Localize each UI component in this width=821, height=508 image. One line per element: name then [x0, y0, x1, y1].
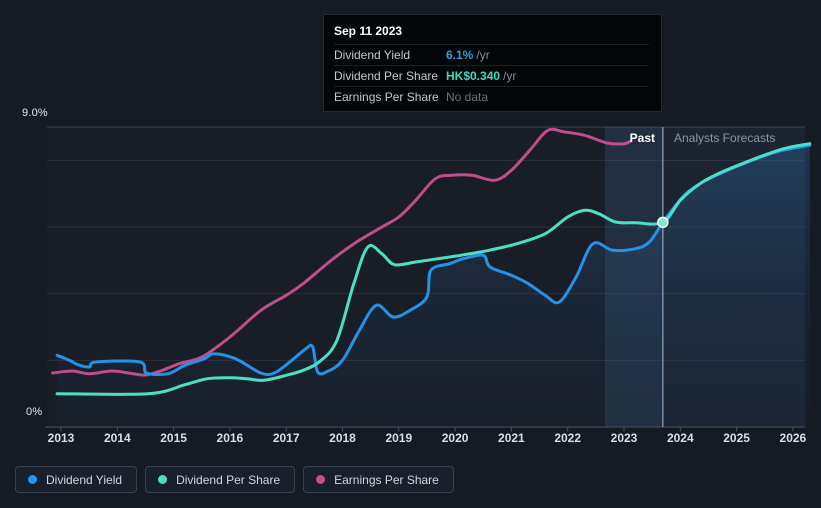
- tooltip-row-unit: /yr: [503, 69, 517, 83]
- x-axis-label: 2024: [666, 431, 694, 445]
- tooltip-row-label: Dividend Yield: [334, 48, 411, 62]
- hover-marker-dot[interactable]: [657, 216, 669, 229]
- dividend-yield-area-fill: [57, 145, 810, 428]
- past-section-label: Past: [629, 131, 655, 145]
- x-axis-label: 2013: [47, 431, 75, 445]
- x-axis-label: 2018: [329, 431, 356, 445]
- chart-tooltip: Sep 11 2023 Dividend Yield 6.1%/yr Dividen…: [323, 14, 662, 112]
- chart-legend: Dividend Yield Dividend Per Share Earnings…: [15, 466, 454, 493]
- dividend-yield-line: [55, 143, 812, 377]
- tooltip-row-label: Earnings Per Share: [334, 90, 439, 104]
- x-axis-label: 2015: [160, 431, 187, 445]
- tooltip-row-unit: /yr: [476, 48, 490, 62]
- legend-label: Earnings Per Share: [334, 472, 439, 487]
- legend-item-dividend-yield[interactable]: Dividend Yield: [15, 466, 138, 493]
- y-axis-min-label: 0%: [26, 406, 43, 418]
- tooltip-row-label: Dividend Per Share: [334, 69, 439, 83]
- x-axis-label: 2016: [216, 431, 244, 445]
- legend-label: Dividend Yield: [46, 472, 123, 487]
- legend-item-earnings-per-share[interactable]: Earnings Per Share: [303, 466, 454, 493]
- legend-item-dividend-per-share[interactable]: Dividend Per Share: [145, 466, 296, 493]
- tooltip-row-value: HK$0.340: [446, 69, 501, 83]
- x-axis-label: 2019: [385, 431, 413, 445]
- earnings-per-share-line: [51, 127, 633, 377]
- x-axis-label: 2021: [498, 431, 525, 445]
- tooltip-row-value: No data: [446, 90, 489, 104]
- legend-label: Dividend Per Share: [176, 472, 281, 487]
- x-axis-label: 2022: [554, 431, 582, 445]
- legend-color-dot: [158, 475, 168, 484]
- x-axis-label: 2014: [103, 431, 131, 445]
- legend-color-dot: [28, 475, 37, 484]
- x-axis-label: 2023: [610, 431, 638, 445]
- analysts-forecasts-section-label: Analysts Forecasts: [674, 131, 776, 145]
- tooltip-row: Earnings Per Share No data: [334, 86, 649, 107]
- legend-color-dot: [316, 475, 326, 484]
- dividend-per-share-line: [55, 142, 812, 396]
- tooltip-rows: Dividend Yield 6.1%/yr Dividend Per Share H…: [334, 44, 649, 107]
- tooltip-row: Dividend Per Share HK$0.340/yr: [334, 65, 649, 86]
- x-axis-label: 2025: [723, 431, 750, 445]
- y-axis-max-label: 9.0%: [22, 107, 48, 119]
- tooltip-row: Dividend Yield 6.1%/yr: [334, 44, 649, 65]
- tooltip-row-value: 6.1%: [446, 48, 474, 62]
- tooltip-date: Sep 11 2023: [334, 24, 403, 38]
- x-axis-label: 2020: [441, 431, 469, 445]
- x-axis-label: 2026: [779, 431, 807, 445]
- x-axis-label: 2017: [272, 431, 300, 445]
